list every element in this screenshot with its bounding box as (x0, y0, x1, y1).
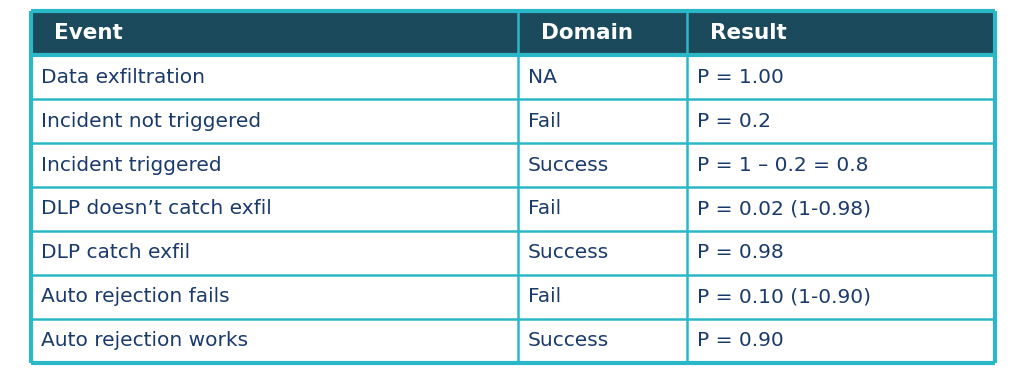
Text: Event: Event (53, 23, 122, 43)
Bar (518, 319, 686, 363)
Bar (686, 319, 995, 363)
Bar (31, 143, 518, 187)
Bar (31, 55, 518, 99)
Text: DLP doesn’t catch exfil: DLP doesn’t catch exfil (41, 199, 272, 218)
Text: Domain: Domain (541, 23, 633, 43)
Text: DLP catch exfil: DLP catch exfil (41, 243, 190, 263)
Bar (686, 55, 995, 99)
Text: Success: Success (528, 156, 609, 175)
Bar (518, 231, 686, 275)
Text: Result: Result (710, 23, 786, 43)
Bar (31, 187, 518, 231)
Bar (31, 99, 518, 143)
Text: Incident triggered: Incident triggered (41, 156, 222, 175)
Text: Incident not triggered: Incident not triggered (41, 111, 262, 131)
Bar (686, 99, 995, 143)
Text: Success: Success (528, 243, 609, 263)
Text: P = 0.02 (1-0.98): P = 0.02 (1-0.98) (697, 199, 871, 218)
Text: P = 0.10 (1-0.90): P = 0.10 (1-0.90) (697, 287, 871, 306)
Text: Fail: Fail (528, 111, 561, 131)
Text: P = 0.90: P = 0.90 (697, 331, 784, 350)
Bar (518, 275, 686, 319)
Bar (518, 187, 686, 231)
Text: Data exfiltration: Data exfiltration (41, 68, 205, 87)
Text: Fail: Fail (528, 287, 561, 306)
Text: P = 1.00: P = 1.00 (697, 68, 784, 87)
Bar (31, 275, 518, 319)
Bar (518, 55, 686, 99)
Text: P = 0.98: P = 0.98 (697, 243, 784, 263)
Text: P = 0.2: P = 0.2 (697, 111, 771, 131)
Text: Auto rejection works: Auto rejection works (41, 331, 248, 350)
Bar (31, 231, 518, 275)
Bar (686, 11, 995, 55)
Text: Auto rejection fails: Auto rejection fails (41, 287, 230, 306)
Bar (686, 187, 995, 231)
Bar (31, 319, 518, 363)
Text: NA: NA (528, 68, 557, 87)
Bar (518, 143, 686, 187)
Bar (518, 99, 686, 143)
Bar (686, 231, 995, 275)
Text: P = 1 – 0.2 = 0.8: P = 1 – 0.2 = 0.8 (697, 156, 868, 175)
Bar (31, 11, 518, 55)
Text: Fail: Fail (528, 199, 561, 218)
Bar (686, 143, 995, 187)
Text: Success: Success (528, 331, 609, 350)
Bar (686, 275, 995, 319)
Bar (518, 11, 686, 55)
